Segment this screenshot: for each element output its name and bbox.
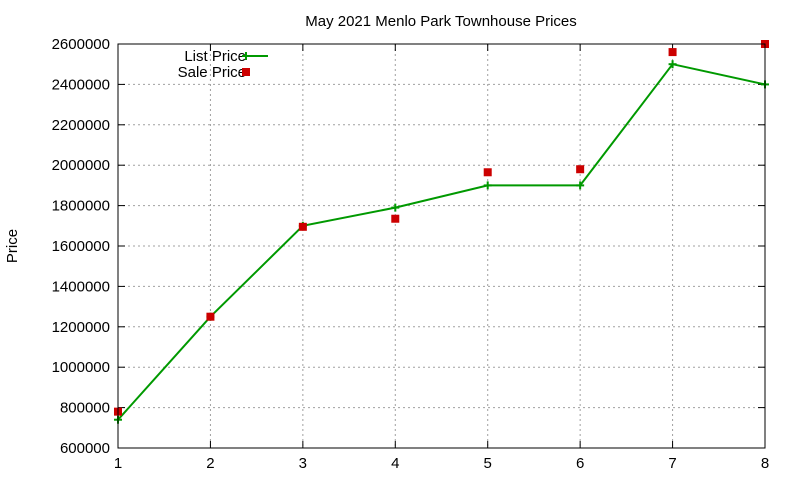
x-tick-label: 1 <box>114 455 122 472</box>
x-tick-label: 5 <box>484 455 492 472</box>
y-tick-label: 1400000 <box>52 278 110 295</box>
x-tick-label: 3 <box>299 455 307 472</box>
legend-marker <box>242 68 250 76</box>
axis-ticks: 600000 800000 1000000 1200000 1400000 1600000… <box>52 36 770 472</box>
y-tick-label: 2000000 <box>52 157 110 174</box>
chart-title: May 2021 Menlo Park Townhouse Prices <box>305 13 577 30</box>
sale-price-point <box>483 168 492 177</box>
x-tick-label: 8 <box>761 455 769 472</box>
legend-marker <box>242 52 250 60</box>
x-tick-label: 4 <box>391 455 399 472</box>
x-tick-label: 6 <box>576 455 584 472</box>
legend-label: List Price <box>184 48 246 65</box>
list-price-line <box>117 63 766 421</box>
y-axis-label: Price <box>4 229 21 263</box>
sale-price-point <box>298 222 307 231</box>
y-tick-label: 1200000 <box>52 319 110 336</box>
x-tick-label: 7 <box>668 455 676 472</box>
plot-frame <box>117 43 766 449</box>
y-tick-label: 2400000 <box>52 76 110 93</box>
legend-label: Sale Price <box>178 64 246 81</box>
list-price-point <box>576 181 585 190</box>
x-tick-label: 2 <box>206 455 214 472</box>
legend-entry-sale-price: Sale Price <box>178 64 250 81</box>
y-tick-label: 2200000 <box>52 117 110 134</box>
series-list-price <box>114 60 769 424</box>
y-tick-label: 2600000 <box>52 36 110 53</box>
sale-price-point <box>206 312 215 321</box>
series-layer <box>114 40 769 424</box>
sale-price-point <box>391 214 400 223</box>
y-tick-label: 600000 <box>60 440 110 457</box>
list-price-point <box>668 60 677 69</box>
y-tick-label: 1600000 <box>52 238 110 255</box>
y-tick-label: 800000 <box>60 400 110 417</box>
list-price-point <box>391 203 400 212</box>
series-sale-price <box>114 40 769 416</box>
legend-entry-list-price: List Price <box>184 48 268 65</box>
y-tick-label: 1000000 <box>52 359 110 376</box>
grid-lines <box>118 44 765 448</box>
y-tick-label: 1800000 <box>52 198 110 215</box>
list-price-point <box>483 181 492 190</box>
sale-price-point <box>668 48 677 57</box>
sale-price-point <box>576 165 585 174</box>
